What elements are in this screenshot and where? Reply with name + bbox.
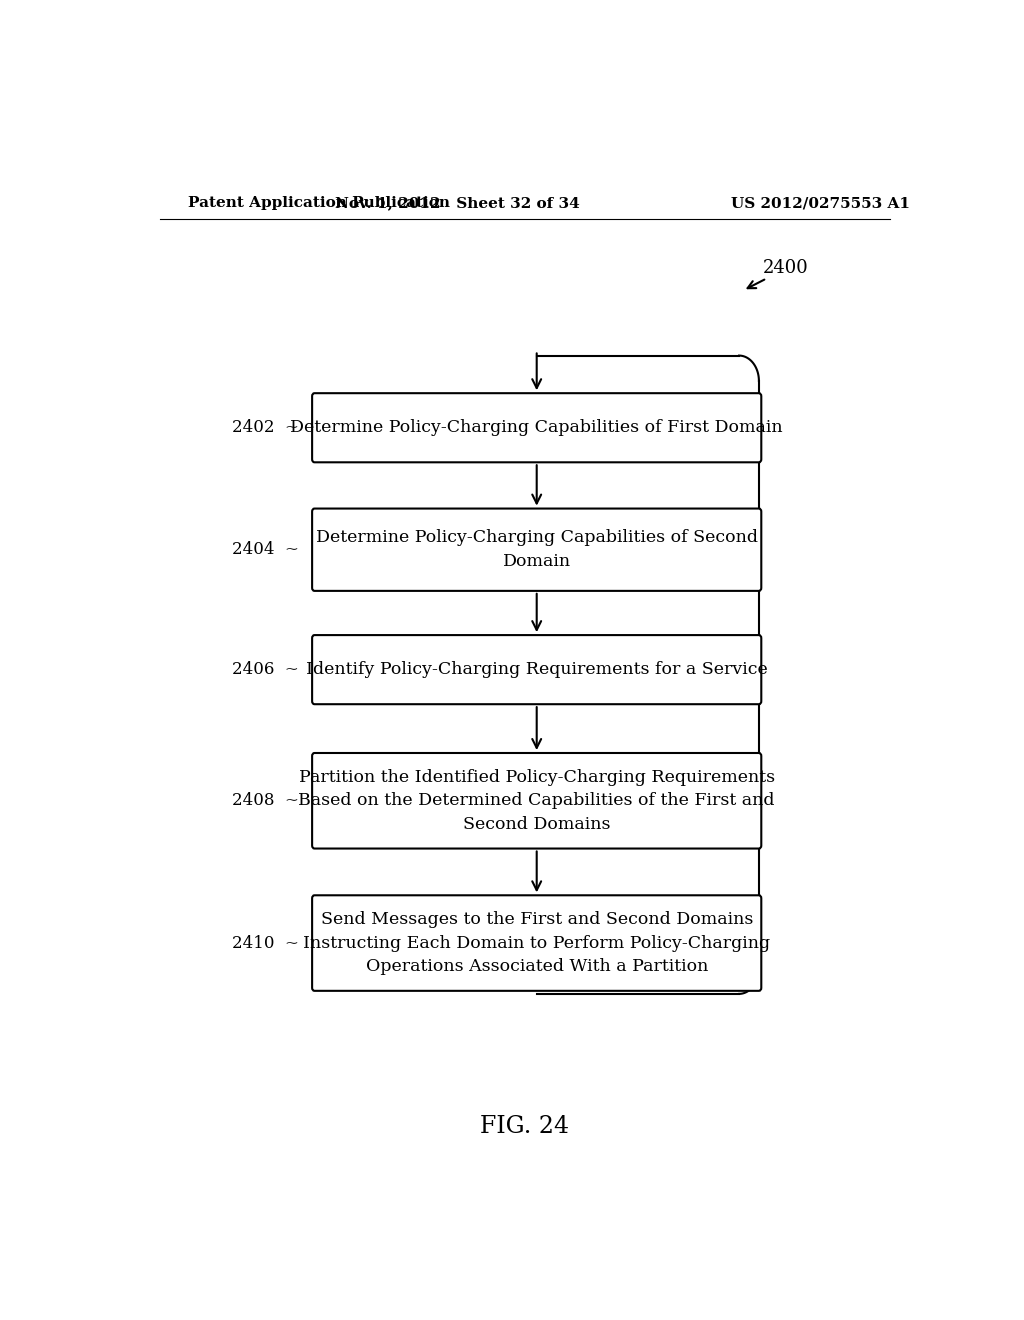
Text: 2408  ~: 2408 ~ — [231, 792, 299, 809]
FancyBboxPatch shape — [312, 393, 761, 462]
Text: 2400: 2400 — [763, 259, 809, 277]
Text: Send Messages to the First and Second Domains
Instructing Each Domain to Perform: Send Messages to the First and Second Do… — [303, 911, 770, 975]
Text: Determine Policy-Charging Capabilities of First Domain: Determine Policy-Charging Capabilities o… — [291, 420, 783, 436]
FancyBboxPatch shape — [312, 635, 761, 704]
FancyBboxPatch shape — [312, 895, 761, 991]
Text: 2406  ~: 2406 ~ — [231, 661, 299, 678]
Text: FIG. 24: FIG. 24 — [480, 1114, 569, 1138]
Text: Determine Policy-Charging Capabilities of Second
Domain: Determine Policy-Charging Capabilities o… — [315, 529, 758, 570]
Text: US 2012/0275553 A1: US 2012/0275553 A1 — [731, 197, 910, 210]
FancyBboxPatch shape — [312, 508, 761, 591]
Text: 2404  ~: 2404 ~ — [231, 541, 299, 558]
Text: Identify Policy-Charging Requirements for a Service: Identify Policy-Charging Requirements fo… — [306, 661, 768, 678]
Text: 2402  ~: 2402 ~ — [231, 420, 299, 436]
Text: Nov. 1, 2012   Sheet 32 of 34: Nov. 1, 2012 Sheet 32 of 34 — [335, 197, 580, 210]
Text: Patent Application Publication: Patent Application Publication — [187, 197, 450, 210]
Text: 2410  ~: 2410 ~ — [231, 935, 299, 952]
Text: Partition the Identified Policy-Charging Requirements
Based on the Determined Ca: Partition the Identified Policy-Charging… — [298, 768, 775, 833]
FancyBboxPatch shape — [312, 752, 761, 849]
